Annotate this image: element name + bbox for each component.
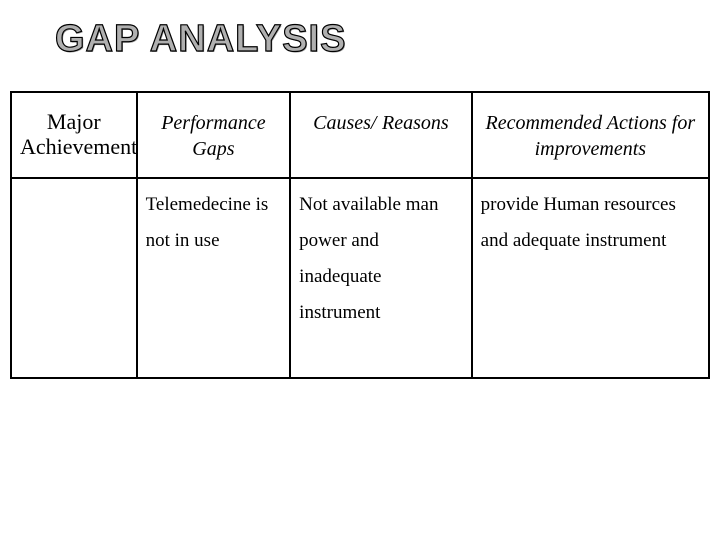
col-header-major-achievement: Major Achievement — [11, 92, 137, 178]
col-header-line2: Achievement — [20, 134, 128, 159]
col-header-line1: Recommended Actions for — [486, 112, 696, 134]
col-header-line1: Performance — [161, 112, 265, 134]
cell-major-achievement — [11, 178, 137, 378]
cell-causes-reasons: Not available man power and inadequate i… — [290, 178, 471, 378]
col-header-line1: Causes/ — [313, 112, 376, 134]
cell-recommended-actions: provide Human resources and adequate ins… — [472, 178, 709, 378]
col-header-causes-reasons: Causes/ Reasons — [290, 92, 471, 178]
col-header-line1: Major — [20, 109, 128, 134]
col-header-recommended-actions: Recommended Actions for improvements — [472, 92, 709, 178]
col-header-line2: Reasons — [382, 112, 449, 134]
table-header-row: Major Achievement Performance Gaps Cause… — [11, 92, 709, 178]
cell-performance-gaps: Telemedecine is not in use — [137, 178, 291, 378]
gap-analysis-table: Major Achievement Performance Gaps Cause… — [10, 91, 710, 379]
col-header-performance-gaps: Performance Gaps — [137, 92, 291, 178]
page-title: GAP ANALYSIS — [55, 18, 710, 61]
table-row: Telemedecine is not in use Not available… — [11, 178, 709, 378]
col-header-line2: improvements — [535, 138, 646, 160]
col-header-line2: Gaps — [192, 138, 234, 160]
